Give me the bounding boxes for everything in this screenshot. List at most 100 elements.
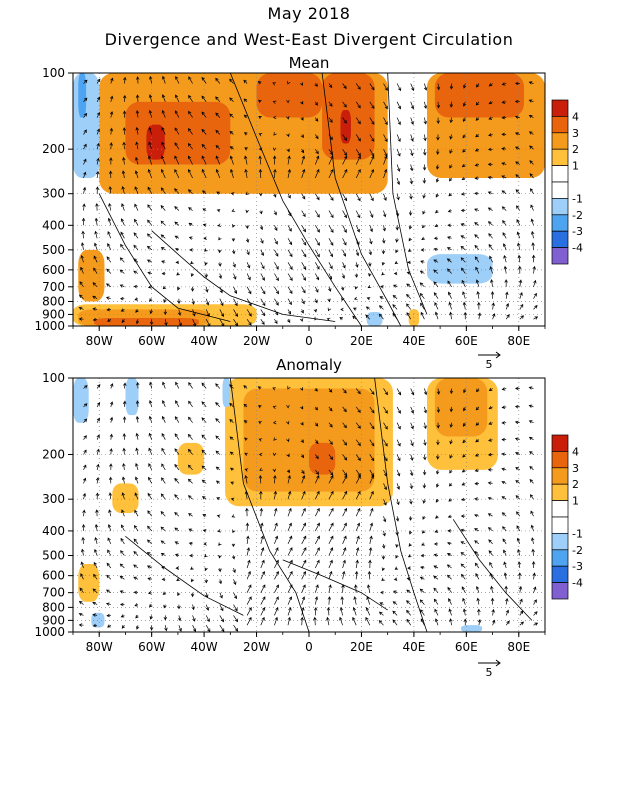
vector-arrow-101 <box>146 551 152 556</box>
vector-arrow-238 <box>258 147 263 151</box>
vector-arrow-434 <box>410 117 414 125</box>
vector-arrow-308 <box>314 422 319 427</box>
vector-arrow-543 <box>488 438 493 442</box>
vector-arrow-421 <box>396 499 400 506</box>
vector-arrow-220 <box>244 452 248 456</box>
vector-arrow-520 <box>462 301 467 310</box>
vector-arrow-3 <box>83 435 87 440</box>
vector-arrow-425 <box>395 554 399 559</box>
vector-arrow-58 <box>122 447 126 455</box>
vector-arrow-458 <box>422 210 426 215</box>
vector-arrow-555 <box>490 291 495 299</box>
vector-arrow-327 <box>328 439 333 445</box>
vector-arrow-123 <box>163 604 167 609</box>
vector-arrow-584 <box>516 511 521 517</box>
vector-arrow-72 <box>136 381 140 389</box>
vector-arrow-1 <box>83 97 88 103</box>
vector-arrow-160 <box>192 615 196 622</box>
vector-arrow-430 <box>392 610 398 616</box>
shade-region-7 <box>434 73 525 118</box>
y-tick-label-4: 500 <box>42 243 65 257</box>
vector-arrow-459 <box>421 530 426 534</box>
reference-vector-arrow <box>478 659 501 667</box>
vector-arrow-437 <box>409 469 414 477</box>
vector-arrow-561 <box>501 437 507 442</box>
vector-arrow-41 <box>109 157 113 165</box>
vector-arrow-478 <box>433 542 439 546</box>
shade-region-6 <box>177 442 205 475</box>
vector-arrow-457 <box>422 499 426 504</box>
vector-arrow-411 <box>379 296 384 300</box>
vector-arrow-526 <box>474 453 480 457</box>
vector-arrow-286 <box>287 607 292 616</box>
colorbar: 4 3 2 1 -1 -2 -3 -4 <box>551 434 583 600</box>
vector-arrow-443 <box>407 554 412 558</box>
vector-arrow-179 <box>205 625 211 632</box>
vector-arrow-235 <box>258 99 262 104</box>
y-tick-label-9: 1000 <box>34 625 65 639</box>
vector-arrow-417 <box>396 439 401 447</box>
vector-arrow-314 <box>315 210 320 218</box>
vector-arrow-587 <box>517 548 521 556</box>
vector-arrow-590 <box>518 279 523 287</box>
vector-arrow-319 <box>314 273 320 281</box>
vector-arrow-568 <box>502 538 507 545</box>
vector-arrow-59 <box>122 462 126 470</box>
vector-arrow-155 <box>189 248 193 252</box>
vector-arrow-444 <box>407 566 411 570</box>
vector-arrow-506 <box>462 422 467 427</box>
vector-arrow-598 <box>529 145 534 150</box>
vector-arrow-531 <box>474 528 480 532</box>
vector-arrow-134 <box>174 512 180 517</box>
x-tick-label-8: 80E <box>507 334 530 348</box>
vector-arrow-46 <box>107 537 112 545</box>
vector-arrow-430 <box>392 304 398 310</box>
vector-arrow-567 <box>502 220 507 226</box>
vector-arrow-297 <box>301 522 306 532</box>
vector-arrow-441 <box>408 225 413 230</box>
vector-arrow-108 <box>161 75 166 84</box>
vector-arrow-70 <box>120 614 125 618</box>
vector-arrow-560 <box>501 115 507 120</box>
vector-arrow-497 <box>446 247 452 251</box>
vector-arrow-335 <box>328 547 334 556</box>
colorbar-label-6: -3 <box>572 560 583 573</box>
colorbar-label-3: 1 <box>572 160 579 173</box>
vector-arrow-24 <box>95 170 100 179</box>
vector-arrow-453 <box>423 134 427 142</box>
vector-arrow-368 <box>355 507 361 517</box>
vector-arrow-360 <box>355 388 361 395</box>
vector-arrow-119 <box>160 247 166 251</box>
vector-arrow-266 <box>274 584 279 593</box>
vector-arrow-382 <box>369 454 375 462</box>
vector-arrow-373 <box>354 570 359 580</box>
vector-arrow-570 <box>503 561 507 569</box>
vector-arrow-41 <box>109 463 113 470</box>
vector-arrow-30 <box>93 255 98 263</box>
vector-arrow-177 <box>205 298 210 306</box>
vector-arrow-324 <box>328 388 333 393</box>
vector-arrow-529 <box>474 191 479 196</box>
vector-arrow-482 <box>433 587 439 593</box>
vector-arrow-482 <box>433 281 439 288</box>
vector-arrow-180 <box>215 77 221 84</box>
vector-arrow-471 <box>436 439 440 446</box>
vector-arrow-605 <box>531 242 535 250</box>
x-tick-label-2: 40W <box>191 334 218 348</box>
vector-arrow-415 <box>396 406 401 414</box>
vector-arrow-376 <box>352 307 357 311</box>
vector-arrow-562 <box>501 147 507 151</box>
vector-arrow-341 <box>326 317 331 322</box>
vector-arrow-474 <box>435 177 440 183</box>
vector-arrow-545 <box>487 468 493 472</box>
vector-arrow-146 <box>188 110 193 118</box>
vector-arrow-376 <box>352 607 357 616</box>
vector-arrow-534 <box>474 562 480 569</box>
vector-arrow-317 <box>314 249 320 258</box>
vector-arrow-85 <box>133 576 139 580</box>
y-tick-label-9: 1000 <box>34 319 65 333</box>
shade-region-7 <box>78 564 100 602</box>
vector-arrow-71 <box>121 319 125 324</box>
vector-arrow-557 <box>492 313 496 320</box>
vector-arrow-275 <box>287 155 291 165</box>
